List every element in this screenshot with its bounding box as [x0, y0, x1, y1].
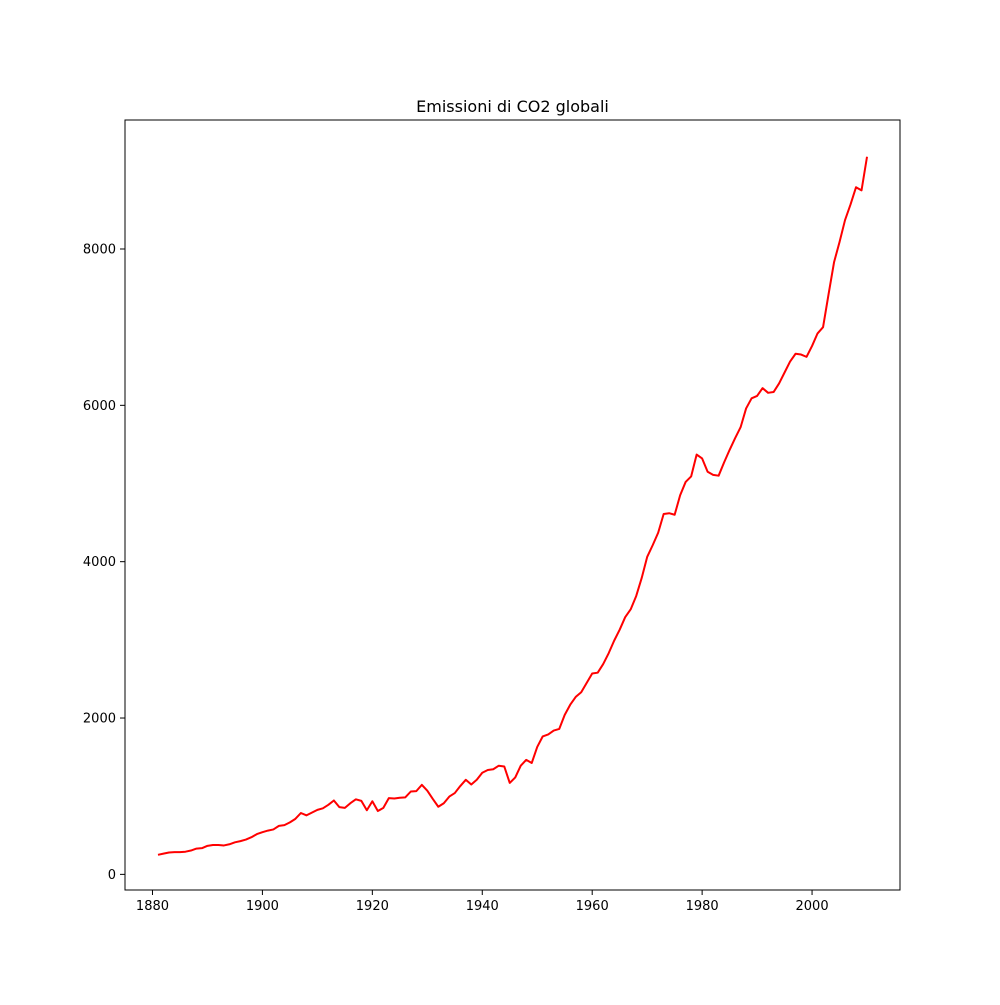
y-tick-label: 0 [108, 868, 116, 883]
y-tick-label: 2000 [83, 712, 116, 727]
y-axis: 0 2000 4000 6000 8000 [83, 242, 125, 883]
x-tick-label: 2000 [796, 899, 829, 914]
x-tick-label: 1900 [246, 899, 279, 914]
y-tick-label: 8000 [83, 242, 116, 257]
chart-title: Emissioni di CO2 globali [416, 97, 609, 116]
x-axis: 1880 1900 1920 1940 1960 1980 2000 [136, 890, 829, 914]
x-tick-label: 1960 [576, 899, 609, 914]
y-tick-label: 6000 [83, 399, 116, 414]
plot-frame [124, 119, 901, 891]
y-tick-label: 4000 [83, 555, 116, 570]
x-tick-label: 1880 [136, 899, 169, 914]
co2-series-line [157, 156, 869, 856]
x-tick-label: 1940 [466, 899, 499, 914]
x-tick-label: 1920 [356, 899, 389, 914]
x-tick-label: 1980 [686, 899, 719, 914]
